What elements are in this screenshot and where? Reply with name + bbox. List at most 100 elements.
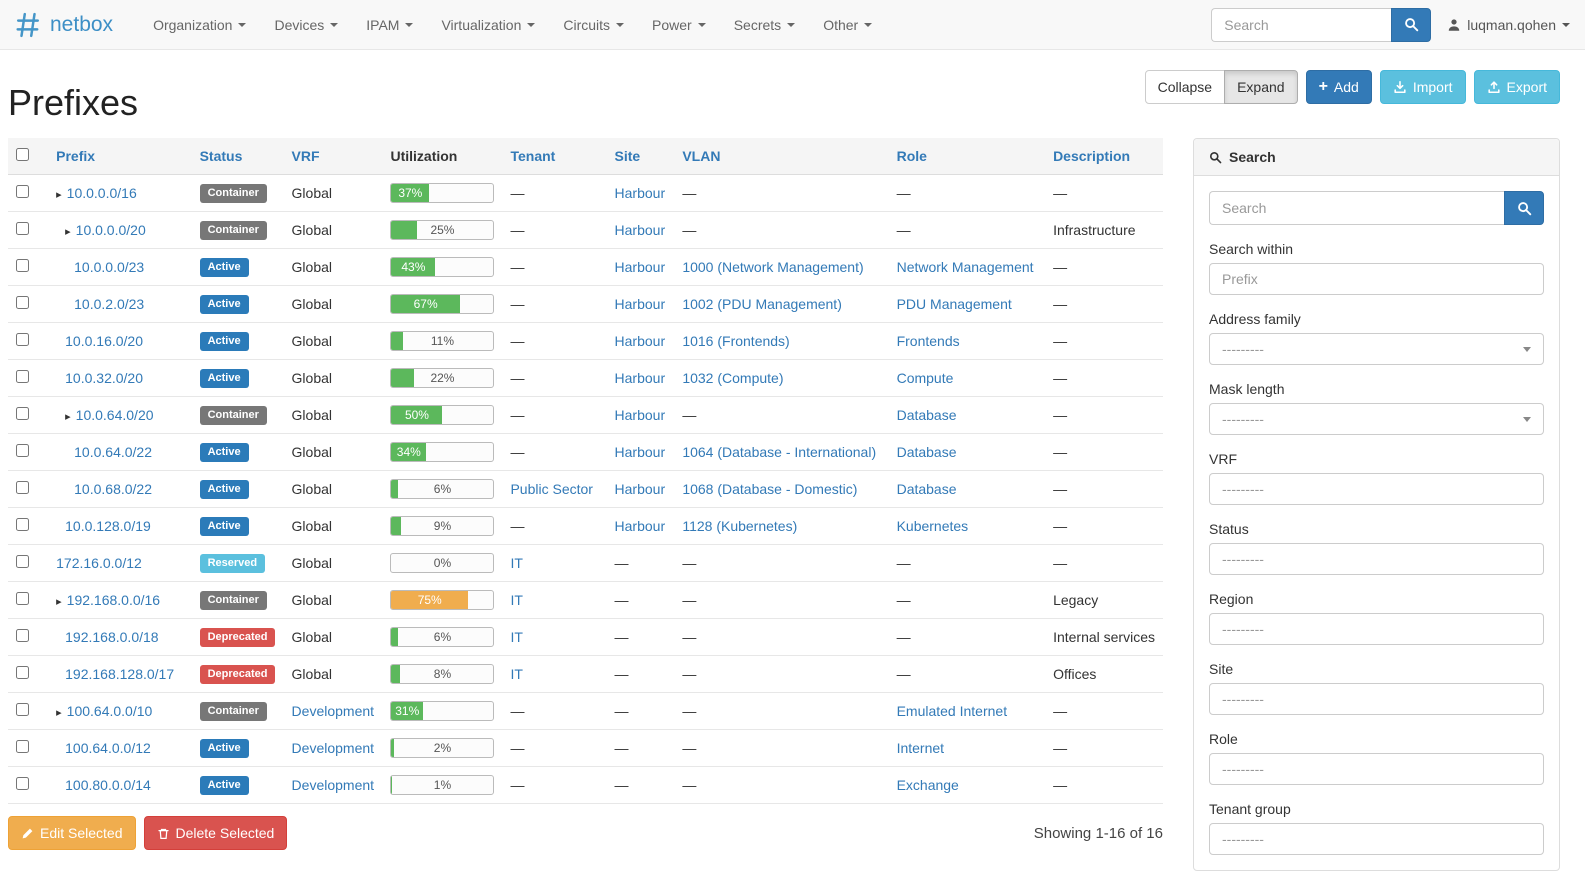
nav-item-virtualization[interactable]: Virtualization <box>427 0 549 50</box>
nav-item-devices[interactable]: Devices <box>260 0 352 50</box>
global-search-input[interactable] <box>1211 7 1392 42</box>
edit-selected-button[interactable]: Edit Selected <box>8 816 136 850</box>
role-link[interactable]: Exchange <box>896 777 959 793</box>
vlan-link[interactable]: 1000 (Network Management) <box>682 259 864 275</box>
row-checkbox[interactable] <box>16 740 29 753</box>
vlan-link[interactable]: 1032 (Compute) <box>682 370 784 386</box>
site-link[interactable]: Harbour <box>614 222 666 238</box>
export-button[interactable]: Export <box>1473 70 1560 104</box>
prefix-link[interactable]: 100.64.0.0/12 <box>65 740 151 756</box>
prefix-link[interactable]: 10.0.0.0/20 <box>75 222 146 238</box>
row-checkbox[interactable] <box>16 259 29 272</box>
vlan-link[interactable]: 1002 (PDU Management) <box>682 296 842 312</box>
prefix-link[interactable]: 192.168.0.0/18 <box>65 629 159 645</box>
row-checkbox[interactable] <box>16 333 29 346</box>
role-link[interactable]: PDU Management <box>896 296 1012 312</box>
column-header-vlan[interactable]: VLAN <box>674 138 889 175</box>
vlan-link[interactable]: 1016 (Frontends) <box>682 333 790 349</box>
nav-item-organization[interactable]: Organization <box>139 0 260 50</box>
row-checkbox[interactable] <box>16 296 29 309</box>
nav-item-secrets[interactable]: Secrets <box>720 0 809 50</box>
row-checkbox[interactable] <box>16 481 29 494</box>
prefix-link[interactable]: 10.0.128.0/19 <box>65 518 151 534</box>
filter-select-vrf[interactable]: --------- <box>1209 473 1544 505</box>
prefix-link[interactable]: 10.0.64.0/22 <box>74 444 152 460</box>
tenant-link[interactable]: Public Sector <box>510 481 593 497</box>
import-button[interactable]: Import <box>1379 70 1466 104</box>
role-link[interactable]: Emulated Internet <box>896 703 1008 719</box>
site-link[interactable]: Harbour <box>614 481 666 497</box>
netbox-brand[interactable]: netbox <box>15 12 113 38</box>
tenant-link[interactable]: IT <box>510 555 523 571</box>
role-link[interactable]: Internet <box>896 740 945 756</box>
row-checkbox[interactable] <box>16 407 29 420</box>
site-link[interactable]: Harbour <box>614 333 666 349</box>
column-header-site[interactable]: Site <box>606 138 675 175</box>
row-checkbox[interactable] <box>16 518 29 531</box>
row-checkbox[interactable] <box>16 222 29 235</box>
filter-select-role[interactable]: --------- <box>1209 753 1544 785</box>
nav-item-other[interactable]: Other <box>809 0 886 50</box>
role-link[interactable]: Kubernetes <box>896 518 969 534</box>
expand-caret-icon[interactable]: ▸ <box>56 596 62 608</box>
expand-caret-icon[interactable]: ▸ <box>56 189 62 201</box>
prefix-link[interactable]: 10.0.64.0/20 <box>75 407 154 423</box>
row-checkbox[interactable] <box>16 370 29 383</box>
row-checkbox[interactable] <box>16 629 29 642</box>
vrf-link[interactable]: Development <box>291 740 375 756</box>
row-checkbox[interactable] <box>16 666 29 679</box>
prefix-link[interactable]: 10.0.16.0/20 <box>65 333 143 349</box>
select-all-checkbox[interactable] <box>16 148 29 161</box>
site-link[interactable]: Harbour <box>614 296 666 312</box>
expand-caret-icon[interactable]: ▸ <box>56 707 62 719</box>
prefix-link[interactable]: 10.0.0.0/16 <box>66 185 137 201</box>
prefix-link[interactable]: 10.0.2.0/23 <box>74 296 145 312</box>
add-button[interactable]: + Add <box>1305 70 1372 104</box>
site-link[interactable]: Harbour <box>614 444 666 460</box>
nav-item-ipam[interactable]: IPAM <box>352 0 427 50</box>
vlan-link[interactable]: 1064 (Database - International) <box>682 444 877 460</box>
role-link[interactable]: Database <box>896 444 957 460</box>
column-header-role[interactable]: Role <box>888 138 1046 175</box>
column-header-prefix[interactable]: Prefix <box>48 138 192 175</box>
expand-caret-icon[interactable]: ▸ <box>65 411 71 423</box>
site-link[interactable]: Harbour <box>614 370 666 386</box>
tenant-link[interactable]: IT <box>510 592 523 608</box>
prefix-link[interactable]: 10.0.0.0/23 <box>74 259 145 275</box>
site-link[interactable]: Harbour <box>614 259 666 275</box>
filter-select-site[interactable]: --------- <box>1209 683 1544 715</box>
prefix-link[interactable]: 100.80.0.0/14 <box>65 777 151 793</box>
role-link[interactable]: Database <box>896 481 957 497</box>
nav-item-circuits[interactable]: Circuits <box>549 0 638 50</box>
prefix-link[interactable]: 192.168.128.0/17 <box>65 666 175 682</box>
role-link[interactable]: Frontends <box>896 333 960 349</box>
column-header-tenant[interactable]: Tenant <box>502 138 607 175</box>
prefix-link[interactable]: 10.0.32.0/20 <box>65 370 143 386</box>
column-header-status[interactable]: Status <box>191 138 284 175</box>
global-search-button[interactable] <box>1391 7 1432 42</box>
prefix-link[interactable]: 172.16.0.0/12 <box>56 555 142 571</box>
row-checkbox[interactable] <box>16 592 29 605</box>
role-link[interactable]: Database <box>896 407 957 423</box>
tenant-link[interactable]: IT <box>510 666 523 682</box>
vlan-link[interactable]: 1068 (Database - Domestic) <box>682 481 858 497</box>
nav-item-power[interactable]: Power <box>638 0 720 50</box>
row-checkbox[interactable] <box>16 555 29 568</box>
filter-select-address-family[interactable]: --------- <box>1209 333 1544 365</box>
row-checkbox[interactable] <box>16 185 29 198</box>
site-link[interactable]: Harbour <box>614 407 666 423</box>
expand-caret-icon[interactable]: ▸ <box>65 226 71 238</box>
delete-selected-button[interactable]: Delete Selected <box>143 816 288 850</box>
filter-input-search-within[interactable] <box>1209 263 1544 295</box>
prefix-link[interactable]: 192.168.0.0/16 <box>66 592 161 608</box>
tenant-link[interactable]: IT <box>510 629 523 645</box>
sidebar-search-button[interactable] <box>1504 191 1544 225</box>
sidebar-search-input[interactable] <box>1209 191 1504 225</box>
filter-select-mask-length[interactable]: --------- <box>1209 403 1544 435</box>
row-checkbox[interactable] <box>16 777 29 790</box>
collapse-button[interactable]: Collapse <box>1144 70 1226 104</box>
column-header-description[interactable]: Description <box>1045 138 1163 175</box>
expand-button[interactable]: Expand <box>1224 70 1298 104</box>
site-link[interactable]: Harbour <box>614 518 666 534</box>
vlan-link[interactable]: 1128 (Kubernetes) <box>682 518 798 534</box>
